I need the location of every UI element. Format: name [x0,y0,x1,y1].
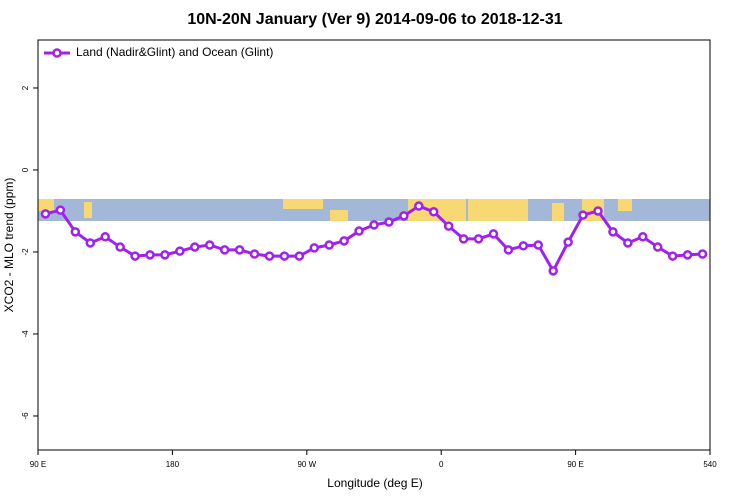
point [488,229,499,239]
point [548,266,558,276]
point [115,242,125,252]
point [593,206,603,216]
chart-title: 10N-20N January (Ver 9) 2014-09-06 to 20… [187,11,562,28]
point [503,245,514,255]
point [294,251,305,261]
point [518,241,529,251]
point [458,234,469,244]
point [443,221,454,231]
point [175,246,185,256]
map-strip [38,199,710,221]
point [279,251,290,261]
x-tick-label: 180 [166,460,180,469]
point [40,209,51,219]
x-tick-label: 0 [439,460,444,469]
point [608,227,618,237]
point [533,240,544,250]
point [682,250,693,260]
point [85,238,96,248]
point [428,207,439,217]
point [623,238,633,248]
point [563,237,573,247]
legend-marker [52,48,62,58]
point [354,226,364,236]
point [130,251,140,261]
y-tick-label: 0 [21,167,30,172]
point [652,242,663,252]
point [249,249,260,259]
x-tick-label: 540 [703,460,717,469]
point [384,217,394,227]
point [667,251,678,261]
y-axis-label: XCO2 - MLO trend (ppm) [2,178,16,313]
point [100,232,110,242]
point [219,245,230,255]
point [369,220,379,230]
plot-frame [37,39,711,451]
point [414,201,424,211]
point [160,250,170,260]
point [697,249,708,259]
point [145,250,155,260]
legend-label: Land (Nadir&Glint) and Ocean (Glint) [76,45,273,59]
x-tick-label: 90 E [30,460,46,469]
point [234,245,245,255]
y-tick-label: -6 [21,412,30,420]
point [70,227,81,237]
y-tick-label: 2 [21,85,30,90]
y-tick-label: -4 [21,330,30,338]
point [55,205,66,215]
x-axis-label: Longitude (deg E) [327,476,422,490]
x-tick-label: 90 E [567,460,583,469]
point [578,210,588,220]
x-tick-label: 90 W [297,460,316,469]
point [399,211,409,221]
point [339,236,349,246]
point [638,232,648,242]
y-tick-label: -2 [21,248,30,256]
point [473,234,484,244]
point [204,240,215,250]
point [190,242,200,252]
point [309,243,320,253]
point [324,240,334,250]
point [264,251,275,261]
